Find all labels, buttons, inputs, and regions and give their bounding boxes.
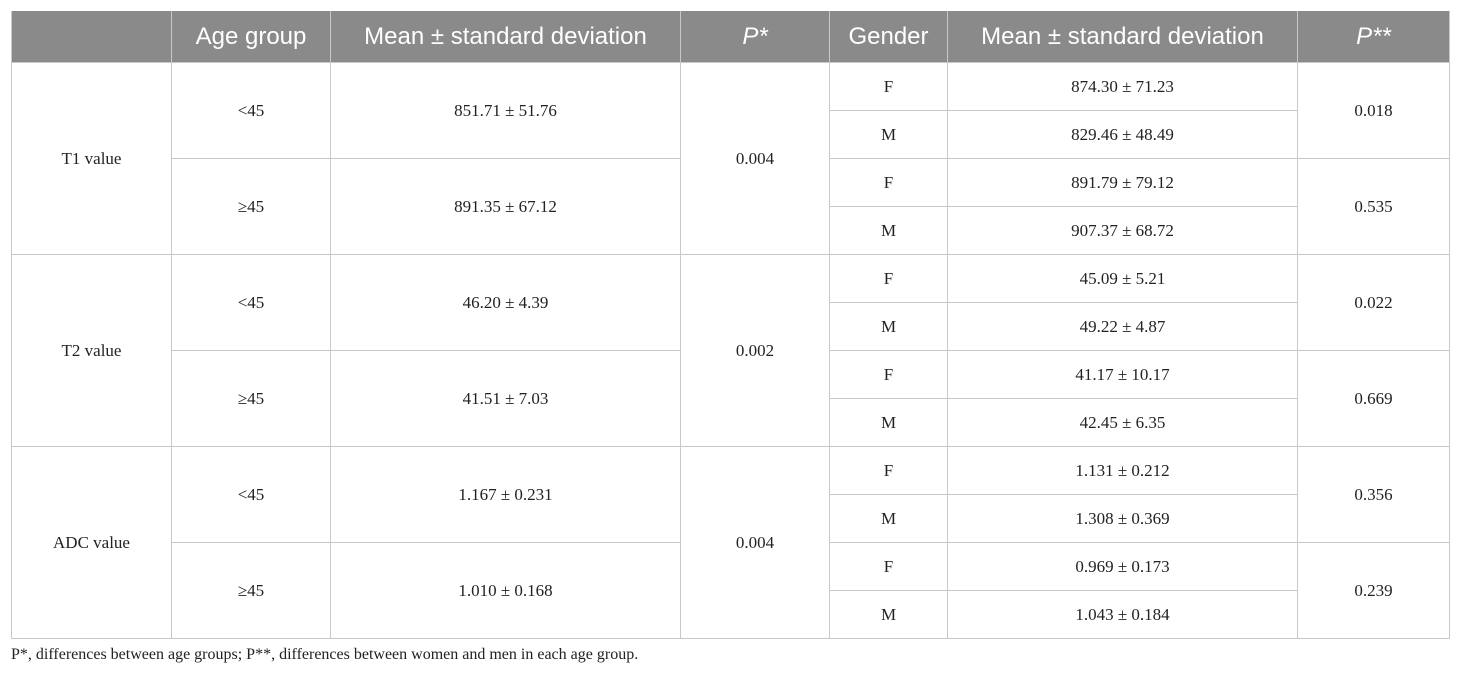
table-row: ADC value <45 1.167 ± 0.231 0.004 F 1.13…: [11, 446, 1450, 639]
row-label: ADC value: [11, 446, 172, 639]
p-gender-cell: 0.022: [1297, 254, 1450, 351]
table-row: M 1.308 ± 0.369: [12, 494, 1450, 543]
gender-cell: M: [829, 494, 948, 543]
header-mean-sd-gender: Mean ± standard deviation: [947, 11, 1298, 63]
gender-mean-cell: 49.22 ± 4.87: [947, 302, 1298, 351]
header-mean-sd-age: Mean ± standard deviation: [330, 11, 681, 63]
gender-cell: M: [829, 590, 948, 639]
p-age-cell: 0.004: [680, 62, 830, 255]
gender-cell: M: [829, 302, 948, 351]
header-blank: [11, 11, 172, 63]
p-gender-cell: 0.239: [1297, 542, 1450, 639]
table-row: ≥45 891.35 ± 67.12 F 891.79 ± 79.12 0.53…: [12, 158, 1450, 255]
mean-sd-cell: 891.35 ± 67.12: [330, 158, 681, 255]
gender-mean-cell: 42.45 ± 6.35: [947, 398, 1298, 447]
gender-mean-cell: 1.308 ± 0.369: [947, 494, 1298, 543]
header-p-age: P*: [680, 11, 830, 63]
gender-cell: M: [829, 110, 948, 159]
gender-cell: F: [829, 350, 948, 399]
table-container: Age group Mean ± standard deviation P* G…: [11, 11, 1450, 639]
gender-mean-cell: 0.969 ± 0.173: [947, 542, 1298, 591]
mean-sd-cell: 46.20 ± 4.39: [330, 254, 681, 351]
row-label: T1 value: [11, 62, 172, 255]
gender-mean-cell: 829.46 ± 48.49: [947, 110, 1298, 159]
table-row: ≥45 41.51 ± 7.03 F 41.17 ± 10.17 0.669: [12, 350, 1450, 447]
table-row: M 829.46 ± 48.49: [12, 110, 1450, 159]
gender-cell: M: [829, 206, 948, 255]
p-gender-cell: 0.535: [1297, 158, 1450, 255]
header-gender: Gender: [829, 11, 948, 63]
table-row: M 49.22 ± 4.87: [12, 302, 1450, 351]
table-row: M 1.043 ± 0.184: [12, 590, 1450, 639]
age-group-cell: ≥45: [171, 542, 331, 639]
gender-cell: F: [829, 158, 948, 207]
p-gender-cell: 0.356: [1297, 446, 1450, 543]
gender-mean-cell: 907.37 ± 68.72: [947, 206, 1298, 255]
gender-cell: F: [829, 254, 948, 303]
p-gender-cell: 0.018: [1297, 62, 1450, 159]
p-age-cell: 0.002: [680, 254, 830, 447]
p-age-cell: 0.004: [680, 446, 830, 639]
gender-mean-cell: 1.131 ± 0.212: [947, 446, 1298, 495]
gender-mean-cell: 874.30 ± 71.23: [947, 62, 1298, 111]
table-row: M 42.45 ± 6.35: [12, 398, 1450, 447]
table-row: ≥45 1.010 ± 0.168 F 0.969 ± 0.173 0.239: [12, 542, 1450, 639]
age-group-cell: ≥45: [171, 158, 331, 255]
mean-sd-cell: 1.167 ± 0.231: [330, 446, 681, 543]
p-gender-cell: 0.669: [1297, 350, 1450, 447]
age-group-cell: <45: [171, 254, 331, 351]
results-table: Age group Mean ± standard deviation P* G…: [11, 11, 1450, 639]
mean-sd-cell: 851.71 ± 51.76: [330, 62, 681, 159]
header-row: Age group Mean ± standard deviation P* G…: [11, 11, 1450, 63]
mean-sd-cell: 41.51 ± 7.03: [330, 350, 681, 447]
table-row: T2 value <45 46.20 ± 4.39 0.002 F 45.09 …: [11, 254, 1450, 447]
gender-cell: F: [829, 62, 948, 111]
age-group-cell: <45: [171, 446, 331, 543]
header-p-gender: P**: [1297, 11, 1450, 63]
table-row: T1 value <45 851.71 ± 51.76 0.004 F 874.…: [11, 62, 1450, 255]
gender-mean-cell: 891.79 ± 79.12: [947, 158, 1298, 207]
gender-mean-cell: 1.043 ± 0.184: [947, 590, 1298, 639]
age-group-cell: ≥45: [171, 350, 331, 447]
gender-mean-cell: 45.09 ± 5.21: [947, 254, 1298, 303]
mean-sd-cell: 1.010 ± 0.168: [330, 542, 681, 639]
header-age-group: Age group: [171, 11, 331, 63]
gender-cell: M: [829, 398, 948, 447]
gender-cell: F: [829, 542, 948, 591]
gender-cell: F: [829, 446, 948, 495]
table-footnote: P*, differences between age groups; P**,…: [11, 646, 639, 663]
gender-mean-cell: 41.17 ± 10.17: [947, 350, 1298, 399]
age-group-cell: <45: [171, 62, 331, 159]
row-label: T2 value: [11, 254, 172, 447]
